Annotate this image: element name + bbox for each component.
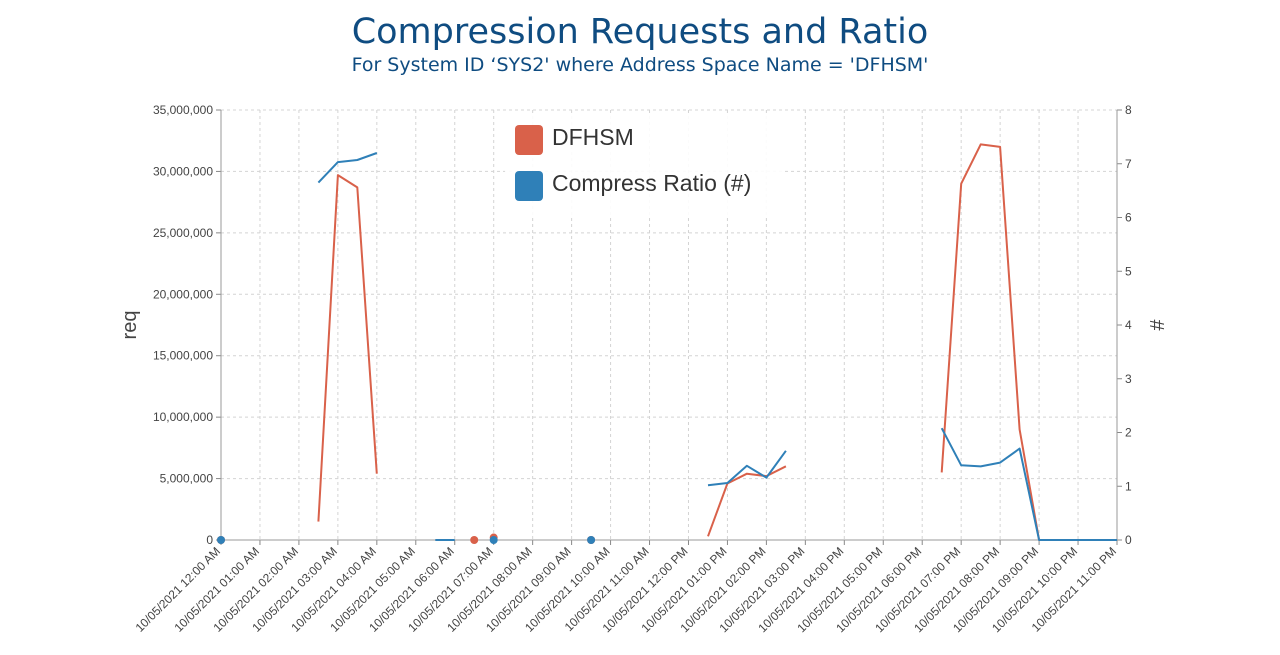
y-right-tick-label: 1 <box>1125 479 1132 493</box>
series-line-compress-ratio[interactable] <box>707 450 787 487</box>
chart-subtitle: For System ID ‘SYS2' where Address Space… <box>351 54 929 76</box>
series-line-dfhsm[interactable] <box>317 174 378 522</box>
legend[interactable]: DFHSM Compress Ratio (#) <box>505 115 785 215</box>
y-left-tick-label: 0 <box>206 533 213 547</box>
y-left-tick-label: 15,000,000 <box>153 349 213 363</box>
y-right-tick-label: 4 <box>1125 318 1132 332</box>
series-compress-ratio <box>217 152 1117 544</box>
series-line-dfhsm[interactable] <box>707 465 787 537</box>
series <box>217 143 1117 544</box>
chart-title: Compression Requests and Ratio <box>351 12 929 52</box>
data-point-compress-ratio[interactable] <box>489 536 498 544</box>
y-left-tick-label: 10,000,000 <box>153 410 213 424</box>
y-right-tick-label: 6 <box>1125 211 1132 225</box>
y-left-tick-label: 5,000,000 <box>160 472 214 486</box>
data-point-compress-ratio[interactable] <box>587 536 596 544</box>
y-left-tick-label: 30,000,000 <box>153 164 213 178</box>
y-left-tick-label: 25,000,000 <box>153 226 213 240</box>
y-left-tick-label: 20,000,000 <box>153 287 213 301</box>
legend-swatch-dfhsm <box>515 125 543 155</box>
y-right-tick-label: 3 <box>1125 372 1132 386</box>
y-left-tick-label: 35,000,000 <box>153 103 213 117</box>
series-line-compress-ratio[interactable] <box>940 427 1117 541</box>
y-right-tick-label: 5 <box>1125 264 1132 278</box>
y-right-tick-label: 8 <box>1125 103 1132 117</box>
y-axis-right-title: # <box>1145 319 1167 331</box>
series-line-dfhsm[interactable] <box>940 143 1117 541</box>
y-right-tick-label: 0 <box>1125 533 1132 547</box>
legend-label-compress-ratio[interactable]: Compress Ratio (#) <box>552 170 751 196</box>
series-line-compress-ratio[interactable] <box>317 152 378 184</box>
legend-swatch-compress-ratio <box>515 171 543 201</box>
y-right-tick-label: 7 <box>1125 157 1132 171</box>
y-right-tick-label: 2 <box>1125 426 1132 440</box>
y-axis-left-title: req <box>119 311 141 340</box>
legend-label-dfhsm[interactable]: DFHSM <box>552 124 634 150</box>
data-point-compress-ratio[interactable] <box>217 536 225 544</box>
data-point-dfhsm[interactable] <box>470 536 479 544</box>
legend-background <box>505 115 785 215</box>
